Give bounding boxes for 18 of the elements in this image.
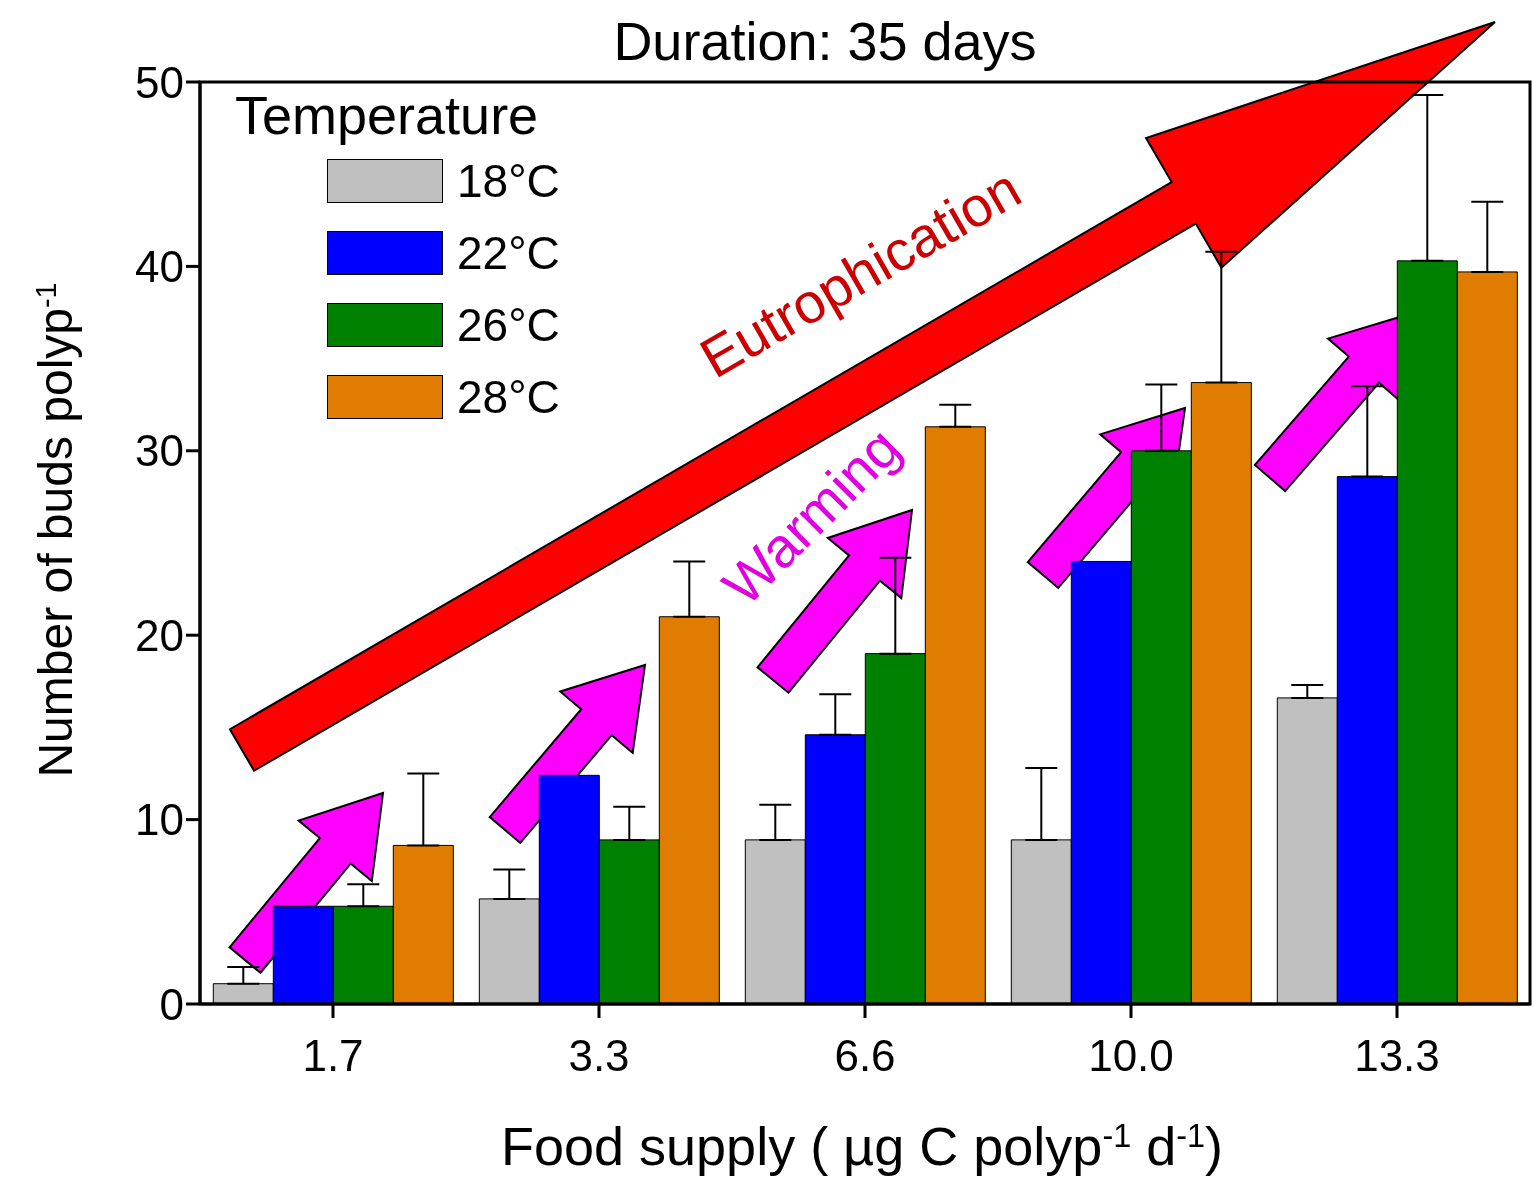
y-tick-label: 50 bbox=[135, 57, 184, 107]
legend-label: 22°C bbox=[457, 226, 560, 280]
y-tick-label: 20 bbox=[135, 610, 184, 660]
y-tick-label: 0 bbox=[159, 979, 184, 1029]
y-tick-label: 30 bbox=[135, 426, 184, 476]
legend-label: 26°C bbox=[457, 298, 560, 352]
x-tick-label: 3.3 bbox=[568, 1031, 630, 1081]
chart-title: Duration: 35 days bbox=[613, 11, 1037, 71]
legend-label: 28°C bbox=[457, 370, 560, 424]
y-tick-label: 10 bbox=[135, 795, 184, 845]
legend-label: 18°C bbox=[457, 154, 560, 208]
x-axis-title: Food supply ( µg C polyp$^{-1}$ d$^{-1}$) bbox=[500, 1116, 1224, 1176]
legend-title: Temperature bbox=[235, 85, 540, 145]
x-tick-label: 1.7 bbox=[302, 1031, 364, 1081]
x-tick-label: 10.0 bbox=[1088, 1031, 1174, 1081]
x-tick-label: 13.3 bbox=[1354, 1031, 1440, 1081]
y-tick-label: 40 bbox=[135, 242, 184, 292]
x-tick-label: 6.6 bbox=[834, 1031, 896, 1081]
